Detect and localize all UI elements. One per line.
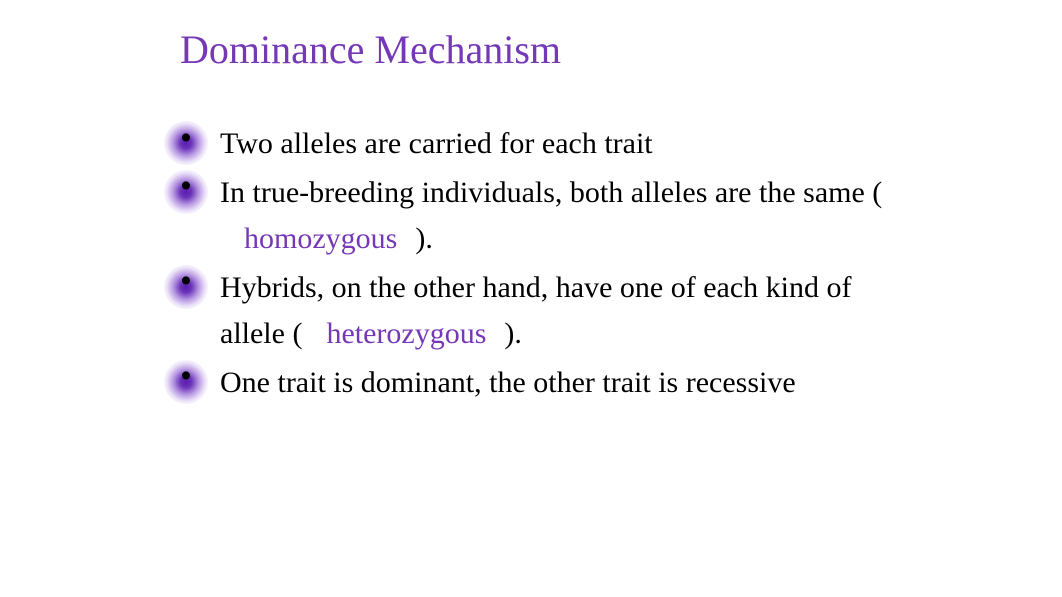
bullet-dot-char: •	[180, 170, 192, 204]
bullet-text: In true-breeding individuals, both allel…	[220, 176, 882, 256]
bullet-item: • Two alleles are carried for each trait	[160, 121, 920, 168]
term-highlight: homozygous	[220, 216, 415, 263]
slide-title: Dominance Mechanism	[180, 26, 1002, 73]
bullet-text: Two alleles are carried for each trait	[220, 127, 653, 160]
term-highlight: heterozygous	[302, 311, 504, 358]
bullet-list: •Two alleles are carried for each trait•…	[160, 121, 1002, 406]
bullet-text-fragment: One trait is dominant, the other trait i…	[220, 366, 796, 399]
bullet-dot-char: •	[180, 360, 192, 394]
bullet-text: One trait is dominant, the other trait i…	[220, 366, 796, 399]
bullet-dot-char: •	[180, 121, 192, 155]
bullet-marker-icon: •	[164, 360, 208, 404]
bullet-text-fragment: Two alleles are carried for each trait	[220, 127, 653, 160]
bullet-dot-char: •	[180, 265, 192, 299]
slide: Dominance Mechanism • Two alleles are car…	[0, 0, 1062, 597]
bullet-marker-icon: •	[164, 121, 208, 165]
bullet-text-fragment: In true-breeding individuals, both allel…	[220, 176, 882, 209]
bullet-marker-icon: •	[164, 265, 208, 309]
bullet-text-fragment: ).	[504, 317, 522, 350]
bullet-item: • In true-breeding individuals, both alle…	[160, 170, 920, 263]
bullet-text: Hybrids, on the other hand, have one of …	[220, 271, 851, 351]
bullet-marker-icon: •	[164, 170, 208, 214]
bullet-item: • One trait is dominant, the other trait …	[160, 360, 920, 407]
bullet-text-fragment: ).	[415, 222, 433, 255]
bullet-item: • Hybrids, on the other hand, have one of…	[160, 265, 920, 358]
